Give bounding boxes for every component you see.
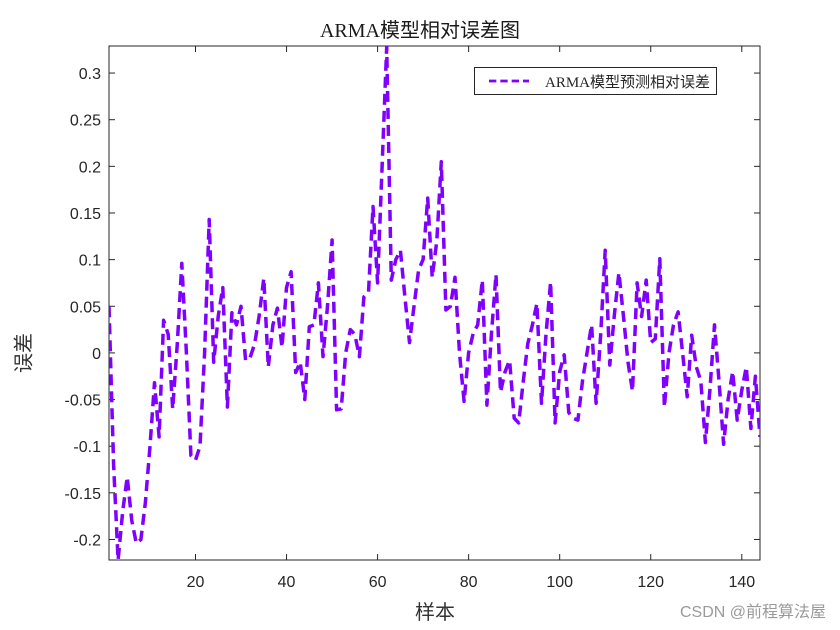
- x-tick-label: 80: [460, 574, 478, 591]
- error-series-line: [109, 46, 760, 560]
- y-tick-label: 0.05: [70, 299, 101, 316]
- x-tick-label: 60: [369, 574, 387, 591]
- x-tick-label: 120: [637, 574, 664, 591]
- y-axis-label: 误差: [13, 333, 36, 373]
- legend-line-swatch-icon: [489, 79, 529, 83]
- y-tick-label: 0.25: [70, 113, 101, 130]
- y-tick-label: -0.2: [73, 532, 101, 549]
- x-tick-label: 140: [728, 574, 755, 591]
- legend-label: ARMA模型预测相对误差: [545, 74, 711, 91]
- chart-title: ARMA模型相对误差图: [319, 20, 520, 42]
- axes-box: [108, 45, 761, 561]
- y-tick-label: 0: [92, 346, 101, 363]
- x-axis-label: 样本: [415, 602, 455, 624]
- axis-tick-labels: 20 40 60 80 100 120 140 -0.2 -0.15 -0.1 -0.05 0 0.05…: [65, 66, 756, 591]
- y-tick-label: 0.1: [79, 253, 101, 270]
- y-tick-label: 0.3: [79, 66, 101, 83]
- y-tick-label: -0.05: [65, 393, 102, 410]
- x-tick-label: 20: [187, 574, 205, 591]
- y-tick-label: -0.15: [65, 486, 102, 503]
- y-tick-label: 0.2: [79, 159, 101, 176]
- y-tick-label: 0.15: [70, 206, 101, 223]
- legend: ARMA模型预测相对误差: [474, 67, 718, 95]
- y-tick-label: -0.1: [73, 439, 101, 456]
- watermark: CSDN @前程算法屋: [679, 604, 826, 621]
- x-tick-label: 100: [546, 574, 573, 591]
- x-tick-label: 40: [278, 574, 296, 591]
